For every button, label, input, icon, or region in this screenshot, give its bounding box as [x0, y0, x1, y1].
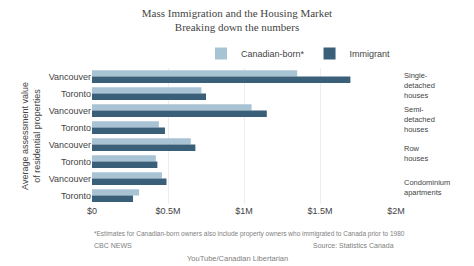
svg-text:$1M: $1M	[235, 206, 253, 216]
svg-text:Toronto: Toronto	[61, 123, 91, 133]
svg-text:Toronto: Toronto	[61, 89, 91, 99]
svg-text:Canadian-born*: Canadian-born*	[241, 49, 305, 59]
svg-text:Average assessment valueof res: Average assessment valueof residential p…	[20, 82, 42, 190]
svg-text:Immigrant: Immigrant	[350, 49, 391, 59]
svg-text:YouTube/Canadian Libertarian: YouTube/Canadian Libertarian	[187, 254, 288, 263]
svg-text:Condominiumapartments: Condominiumapartments	[404, 178, 450, 197]
svg-text:$1.5M: $1.5M	[307, 206, 332, 216]
svg-text:CBC NEWS: CBC NEWS	[94, 242, 132, 249]
svg-text:Vancouver: Vancouver	[49, 72, 91, 82]
svg-text:Vancouver: Vancouver	[49, 106, 91, 116]
svg-text:Mass Immigration and the Housi: Mass Immigration and the Housing MarketB…	[142, 7, 332, 33]
svg-text:*Estimates for Canadian-born o: *Estimates for Canadian-born owners also…	[94, 230, 405, 238]
svg-text:Rowhouses: Rowhouses	[404, 144, 428, 163]
svg-text:$2M: $2M	[387, 206, 405, 216]
svg-text:Semi-detachedhouses: Semi-detachedhouses	[404, 105, 435, 134]
svg-text:Vancouver: Vancouver	[49, 174, 91, 184]
svg-text:Single-detachedhouses: Single-detachedhouses	[404, 71, 435, 100]
svg-text:$0: $0	[87, 206, 97, 216]
svg-text:Toronto: Toronto	[61, 157, 91, 167]
svg-text:Toronto: Toronto	[61, 191, 91, 201]
svg-text:$0.5M: $0.5M	[155, 206, 180, 216]
svg-text:Vancouver: Vancouver	[49, 140, 91, 150]
svg-text:Source: Statistics Canada: Source: Statistics Canada	[313, 242, 394, 249]
